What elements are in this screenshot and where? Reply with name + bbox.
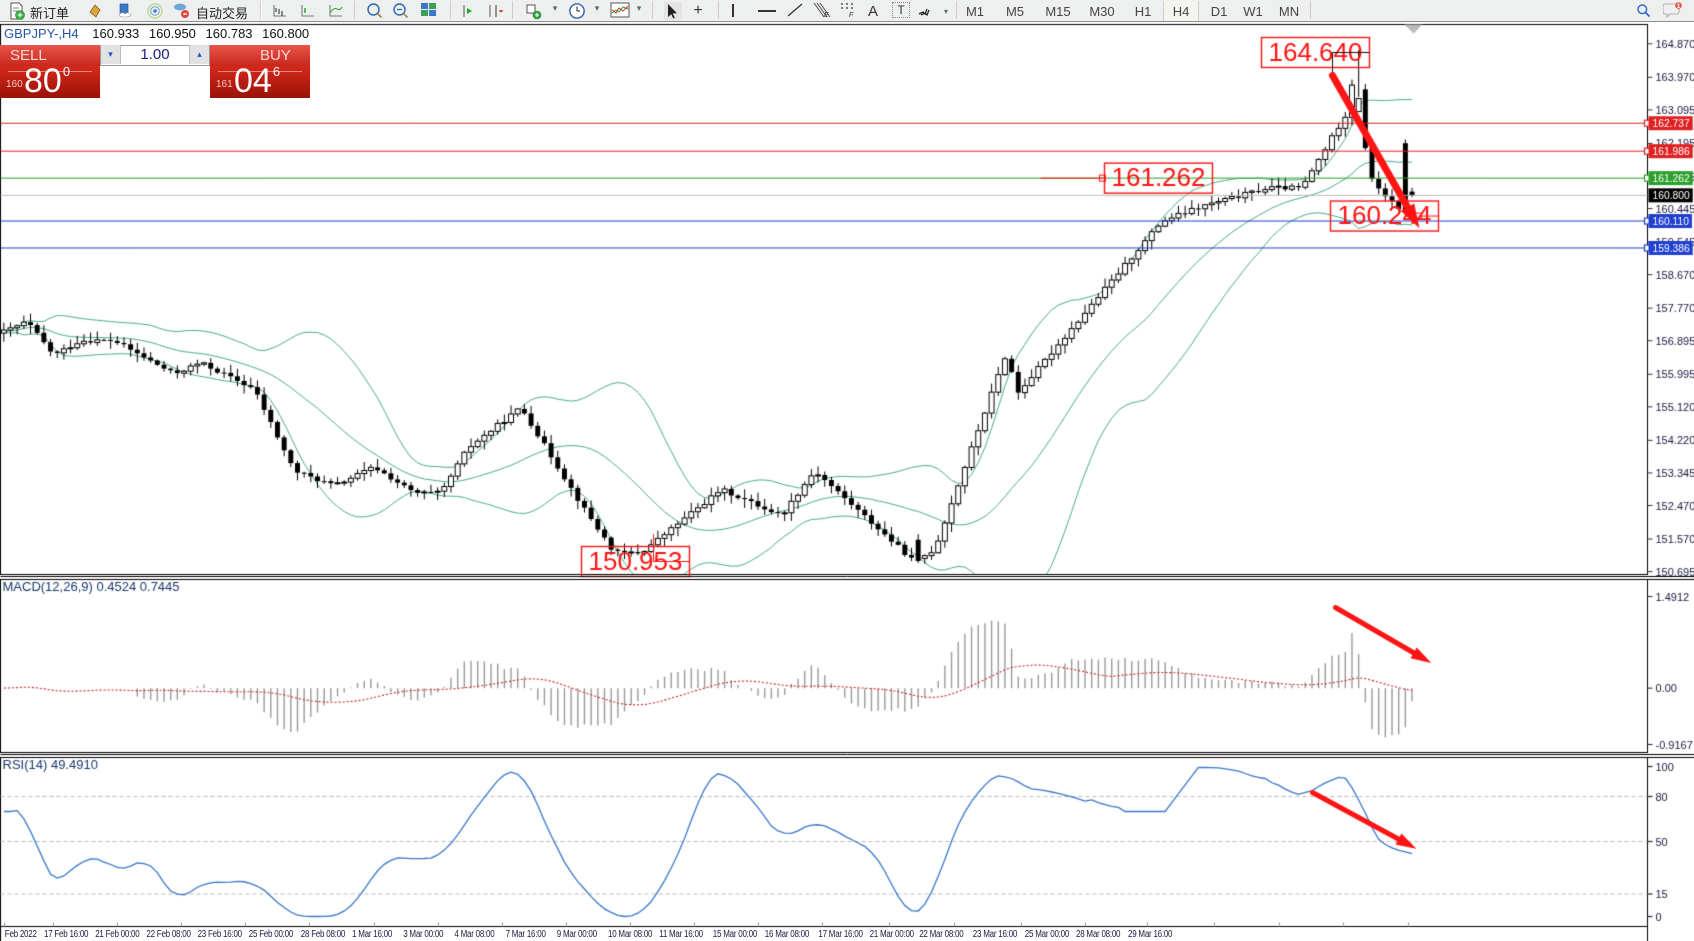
svg-text:E: E bbox=[824, 12, 829, 19]
svg-text:F: F bbox=[849, 12, 854, 18]
svg-text:1: 1 bbox=[1677, 3, 1681, 10]
